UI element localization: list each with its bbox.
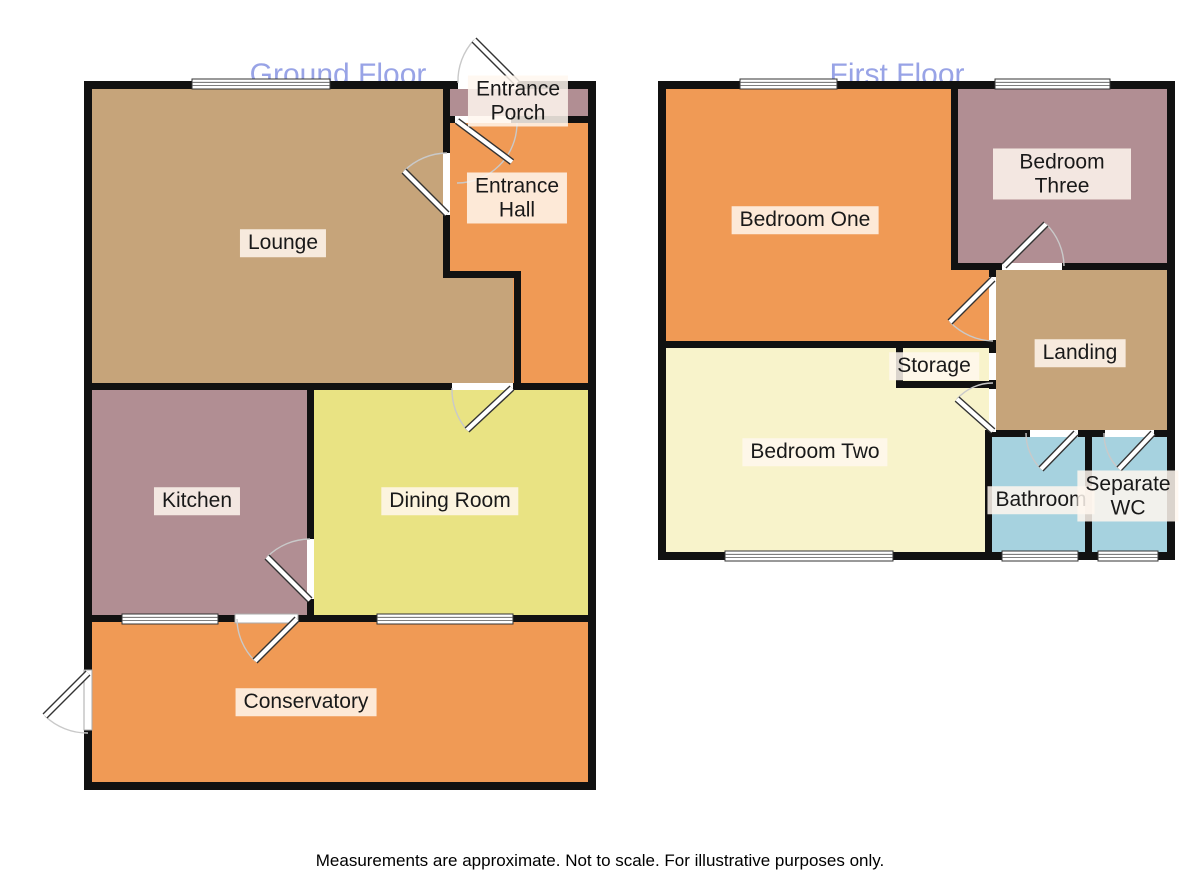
window-icon xyxy=(1001,550,1079,562)
window-icon xyxy=(1097,550,1159,562)
window-icon xyxy=(994,78,1111,90)
wall-segment xyxy=(84,615,596,622)
label-dining-room: Dining Room xyxy=(381,487,519,515)
ground-walls xyxy=(84,81,596,790)
label-conservatory: Conservatory xyxy=(235,688,377,716)
room-bedroom-one-extension xyxy=(662,263,993,348)
door-bedroom-one-icon xyxy=(947,276,996,342)
label-bedroom-two: Bedroom Two xyxy=(742,438,888,466)
wall-segment xyxy=(896,381,996,388)
wall-segment xyxy=(658,81,666,560)
door-conservatory-exterior-icon xyxy=(42,670,91,734)
wall-segment xyxy=(985,430,1175,437)
label-storage: Storage xyxy=(889,352,979,380)
door-opening xyxy=(989,389,996,432)
door-opening xyxy=(452,383,513,390)
door-wc-icon xyxy=(1103,430,1156,472)
window-icon xyxy=(191,78,331,90)
room-bedroom-one xyxy=(662,85,958,275)
door-opening xyxy=(989,277,996,340)
wall-segment xyxy=(514,271,521,390)
first-windows xyxy=(724,78,1159,562)
window-icon xyxy=(121,613,219,625)
first-doors xyxy=(947,221,1156,472)
label-kitchen: Kitchen xyxy=(153,487,241,515)
door-bathroom-icon xyxy=(1025,430,1079,472)
window-icon xyxy=(724,550,894,562)
wall-segment xyxy=(84,81,596,89)
wall-segment xyxy=(307,383,314,619)
wall-segment xyxy=(951,263,1175,270)
first-door-openings xyxy=(989,263,1154,437)
door-opening xyxy=(1105,430,1154,437)
label-bedroom-one: Bedroom One xyxy=(731,206,879,234)
label-landing: Landing xyxy=(1034,339,1126,367)
door-lounge-dining-icon xyxy=(451,385,515,433)
wall-segment xyxy=(84,383,596,390)
door-kitchen-conservatory-icon xyxy=(236,616,300,664)
door-bedroom-two-icon xyxy=(954,382,996,434)
door-kitchen-dining-icon xyxy=(264,538,313,603)
wall-segment xyxy=(84,81,92,790)
wall-segment xyxy=(658,341,996,348)
window-icon xyxy=(376,613,514,625)
label-bathroom: Bathroom xyxy=(987,486,1095,514)
ground-windows xyxy=(121,78,514,625)
wall-segment xyxy=(658,81,1175,89)
door-opening xyxy=(307,539,314,599)
wall-segment xyxy=(989,263,996,437)
room-lounge-extension xyxy=(443,271,521,387)
wall-segment xyxy=(443,271,521,278)
label-entrance-porch: Entrance Porch xyxy=(467,75,569,127)
door-opening xyxy=(443,153,450,215)
wall-segment xyxy=(588,81,596,790)
wall-segment xyxy=(951,81,958,270)
door-opening xyxy=(1030,430,1078,437)
label-entrance-hall: Entrance Hall xyxy=(466,172,568,224)
wall-segment xyxy=(1167,81,1175,560)
door-bedroom-three-icon xyxy=(1001,221,1065,269)
disclaimer-text: Measurements are approximate. Not to sca… xyxy=(315,851,885,870)
wall-segment xyxy=(84,782,596,790)
label-bedroom-three: Bedroom Three xyxy=(993,148,1131,200)
window-icon xyxy=(739,78,838,90)
wall-segment xyxy=(658,552,1175,560)
label-lounge: Lounge xyxy=(239,229,327,257)
label-separate-wc: Separate WC xyxy=(1077,470,1179,522)
door-threshold xyxy=(234,613,299,624)
ground-floor-plan xyxy=(42,37,596,790)
door-opening xyxy=(1002,263,1062,270)
room-entrance-hall-strip xyxy=(513,271,596,387)
door-lounge-icon xyxy=(401,152,450,217)
door-opening xyxy=(989,353,996,380)
door-opening xyxy=(83,669,93,731)
